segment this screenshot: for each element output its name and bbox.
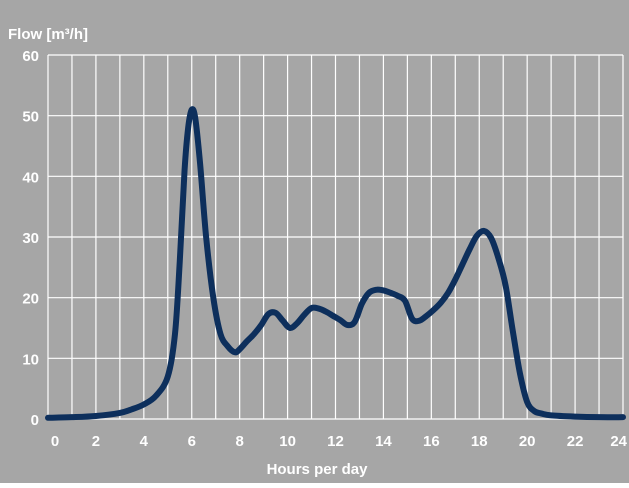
flow-series-line xyxy=(45,106,626,421)
y-tick-label: 60 xyxy=(22,48,39,65)
x-tick-label: 2 xyxy=(92,433,100,450)
x-tick-label: 16 xyxy=(423,433,440,450)
x-tick-label: 12 xyxy=(327,433,344,450)
x-axis-title: Hours per day xyxy=(267,461,369,478)
y-tick-label: 30 xyxy=(22,230,39,247)
x-tick-label: 22 xyxy=(567,433,584,450)
x-tick-label: 20 xyxy=(519,433,536,450)
x-tick-label: 24 xyxy=(610,433,627,450)
y-tick-label: 0 xyxy=(31,412,39,429)
x-tick-label: 18 xyxy=(471,433,488,450)
x-tick-label: 4 xyxy=(140,433,149,450)
x-tick-label: 8 xyxy=(235,433,243,450)
grid xyxy=(47,54,624,420)
x-tick-label: 14 xyxy=(375,433,392,450)
y-tick-label: 40 xyxy=(22,169,39,186)
x-tick-label: 0 xyxy=(51,433,59,450)
y-tick-labels: 0 10 20 30 40 50 60 xyxy=(22,48,39,429)
x-tick-label: 10 xyxy=(279,433,296,450)
x-tick-label: 6 xyxy=(188,433,196,450)
y-tick-label: 20 xyxy=(22,291,39,308)
y-tick-label: 50 xyxy=(22,109,39,126)
x-tick-labels: 0 2 4 6 8 10 12 14 16 18 20 22 24 xyxy=(51,433,628,450)
y-axis-title: Flow [m³/h] xyxy=(8,26,88,43)
y-tick-label: 10 xyxy=(22,351,39,368)
